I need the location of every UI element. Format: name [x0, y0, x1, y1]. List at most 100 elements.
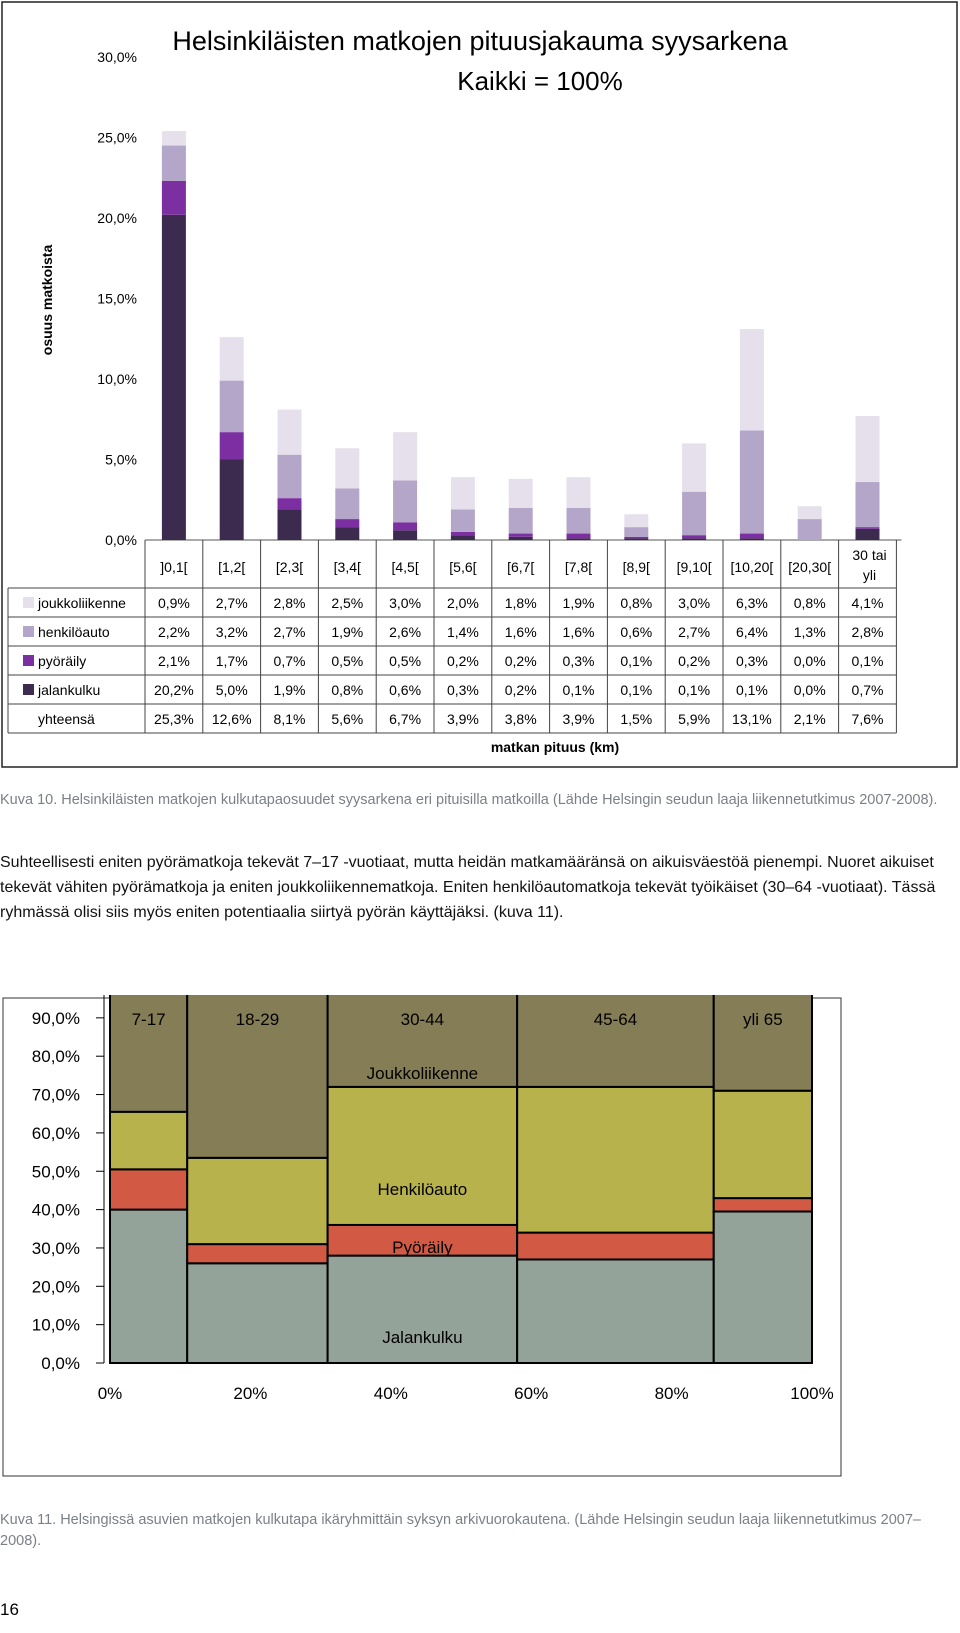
- chart1-bar-segment: [682, 443, 707, 492]
- chart1-data-label: 1,6%: [563, 624, 595, 640]
- chart1-data-label: 0,3%: [736, 653, 768, 669]
- chart1-data-label: 0,1%: [736, 682, 768, 698]
- chart1-category-label: [5,6[: [449, 559, 476, 575]
- chart1-data-label: 0,0%: [794, 653, 826, 669]
- chart1-legend-label: henkilöauto: [38, 624, 110, 640]
- chart1-category-label: 30 tai: [852, 547, 886, 563]
- chart1-ytick-label: 30,0%: [97, 49, 137, 65]
- chart1-data-label: 2,2%: [158, 624, 190, 640]
- chart1-ytick-label: 15,0%: [97, 291, 137, 307]
- chart1-legend-swatch: [23, 597, 34, 608]
- chart1-data-label: 2,7%: [274, 624, 306, 640]
- chart1-bar-segment: [450, 531, 475, 536]
- chart2-ytick-label: 60,0%: [32, 1124, 80, 1143]
- chart2-ytick-label: 70,0%: [32, 1086, 80, 1105]
- chart1-bar-segment: [855, 482, 880, 528]
- chart1-data-label: 2,1%: [158, 653, 190, 669]
- chart1-data-label: 0,1%: [678, 682, 710, 698]
- chart1-data-label: 0,1%: [620, 653, 652, 669]
- chart1-bar-segment: [335, 527, 360, 540]
- chart1-bar-segment: [219, 432, 244, 460]
- chart1-data-label: 0,8%: [620, 595, 652, 611]
- chart1-bar-segment: [797, 506, 822, 520]
- chart2-xtick-label: 0%: [98, 1384, 123, 1403]
- chart1-subtitle: Kaikki = 100%: [457, 66, 622, 96]
- chart1-bar-segment: [277, 454, 302, 499]
- chart1-total-value: 2,1%: [794, 711, 826, 727]
- caption-kuva11: Kuva 11. Helsingissä asuvien matkojen ku…: [0, 1512, 921, 1549]
- chart1-data-label: 0,2%: [447, 653, 479, 669]
- chart1-data-label: 5,0%: [216, 682, 248, 698]
- chart1-bar-segment: [393, 522, 418, 531]
- chart2-xtick-label: 40%: [374, 1384, 408, 1403]
- chart1-bar-segment: [393, 432, 418, 481]
- chart1-category-label: [7,8[: [565, 559, 592, 575]
- chart1-data-label: 0,2%: [505, 653, 537, 669]
- chart1-data-label: 0,6%: [389, 682, 421, 698]
- chart1-bar-segment: [566, 507, 591, 534]
- chart1-data-label: 6,4%: [736, 624, 768, 640]
- chart1-data-label: 0,3%: [447, 682, 479, 698]
- chart1-bar-segment: [682, 535, 707, 539]
- chart1-bar-segment: [566, 538, 591, 540]
- chart2-block: [516, 1085, 715, 1234]
- page-number: 16: [0, 1600, 19, 1619]
- chart1-legend-swatch: [23, 684, 34, 695]
- chart1-data-label: 0,7%: [274, 653, 306, 669]
- chart1-bar-segment: [277, 409, 302, 455]
- chart1-total-value: 1,5%: [620, 711, 652, 727]
- chart2-series-label: Pyöräily: [392, 1238, 453, 1257]
- chart2-ytick-label: 30,0%: [32, 1239, 80, 1258]
- chart1-data-label: 0,6%: [620, 624, 652, 640]
- chart1-data-label: 0,1%: [620, 682, 652, 698]
- chart1-category-label: ]0,1[: [160, 559, 187, 575]
- chart1-bar-segment: [508, 507, 533, 534]
- chart1-legend-label: pyöräily: [38, 653, 86, 669]
- chart1-legend-swatch: [23, 626, 34, 637]
- chart1-legend-label: jalankulku: [37, 682, 100, 698]
- chart1-total-value: 6,7%: [389, 711, 421, 727]
- chart1-bar-segment: [450, 477, 475, 510]
- caption-kuva10: Kuva 10. Helsinkiläisten matkojen kulkut…: [0, 792, 938, 808]
- chart1-ytick-label: 0,0%: [105, 532, 137, 548]
- chart1-bar-segment: [219, 337, 244, 381]
- chart1-bar-segment: [508, 536, 533, 540]
- chart1-bar-segment: [277, 498, 302, 510]
- chart2-block: [712, 1089, 813, 1200]
- chart1-data-label: 1,9%: [274, 682, 306, 698]
- chart1-bar-segment: [161, 145, 186, 181]
- chart2-block: [712, 1197, 813, 1213]
- body-paragraph: Suhteellisesti eniten pyörämatkoja tekev…: [0, 854, 936, 921]
- chart1-bar-segment: [739, 533, 764, 539]
- chart1-data-label: 2,7%: [216, 595, 248, 611]
- chart2-block: [326, 1085, 519, 1226]
- chart2-block: [186, 995, 329, 1159]
- chart1-data-label: 0,7%: [852, 682, 884, 698]
- chart1-bar-segment: [393, 480, 418, 523]
- chart1-data-label: 0,2%: [505, 682, 537, 698]
- chart2-block: [516, 1258, 715, 1364]
- chart1-category-label: [4,5[: [391, 559, 418, 575]
- chart1-total-value: 5,9%: [678, 711, 710, 727]
- chart1-frame: [1, 1, 958, 768]
- chart1-data-label: 0,8%: [794, 595, 826, 611]
- chart1-total-value: 25,3%: [154, 711, 194, 727]
- chart2-ytick-label: 0,0%: [41, 1354, 80, 1373]
- chart1-data-label: 0,1%: [852, 653, 884, 669]
- chart1-xlabel: matkan pituus (km): [491, 739, 619, 755]
- chart1-data-label: 0,8%: [331, 682, 363, 698]
- chart1-data-label: 1,3%: [794, 624, 826, 640]
- chart1-bar-segment: [855, 527, 880, 529]
- chart1-total-label: yhteensä: [38, 711, 95, 727]
- chart2-ytick-label: 80,0%: [32, 1047, 80, 1066]
- chart1-data-label: 3,2%: [216, 624, 248, 640]
- chart2-xtick-label: 100%: [790, 1384, 833, 1403]
- chart1-total-value: 13,1%: [732, 711, 772, 727]
- chart2-group-label: 18-29: [236, 1010, 279, 1029]
- chart1-bar-segment: [739, 430, 764, 534]
- chart2-group-label: yli 65: [743, 1010, 783, 1029]
- chart2-series-label: Jalankulku: [382, 1328, 462, 1347]
- chart2-block: [516, 1231, 715, 1261]
- chart1-bar-segment: [161, 214, 186, 540]
- chart1-category-label: [2,3[: [276, 559, 303, 575]
